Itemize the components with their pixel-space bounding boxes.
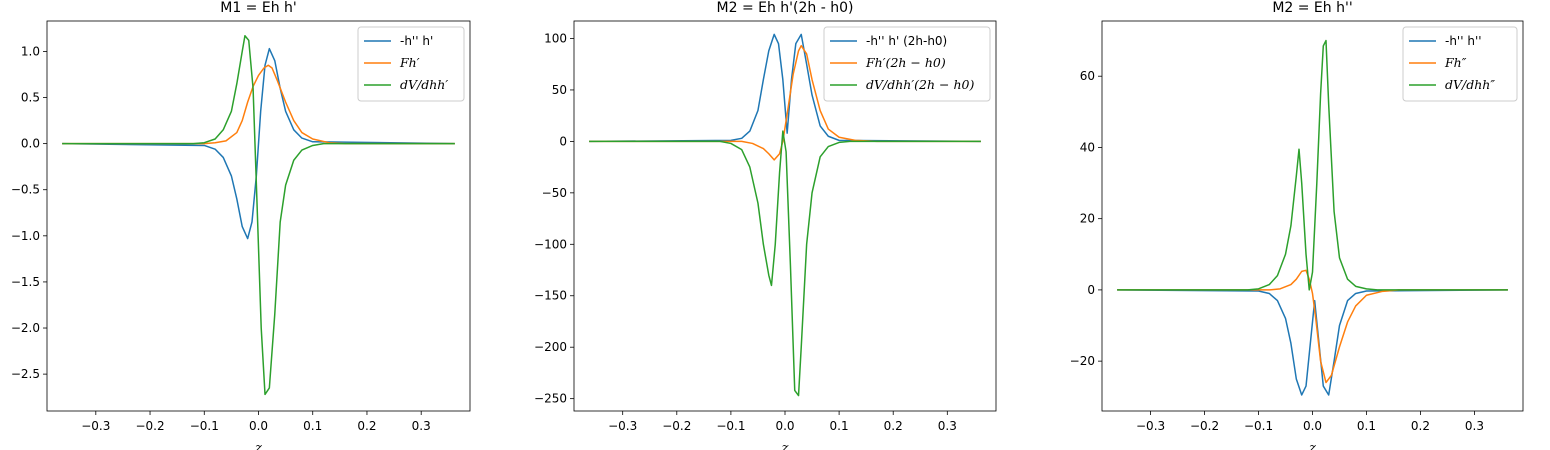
x-axis-label: z [781,441,789,450]
x-tick-label: 0.1 [830,419,849,433]
chart-panel-2: M2 = Eh h'(2h - h0) −0.3 −0.2 −0.1 0.0 0.1 0.2… [534,0,997,450]
legend-label: Fh′ [399,55,420,70]
series-line-3 [589,130,981,397]
x-tick-label: 0.2 [884,419,903,433]
legend-label: Fh′(2h − h0) [865,55,946,70]
x-tick-label: −0.1 [716,419,745,433]
y-tick-label: 0 [559,134,567,148]
x-tick-label: −0.3 [81,419,110,433]
legend-label: dV/dhh′ [400,77,448,92]
legend-label: -h'' h'' [1445,34,1482,48]
x-tick-label: −0.3 [608,419,637,433]
y-tick-label: −2.0 [11,321,40,335]
legend-label: -h'' h' (2h-h0) [866,34,947,48]
y-tick-label: 40 [1080,140,1095,154]
legend: -h'' h' (2h-h0) Fh′(2h − h0) dV/dhh′(2h − … [823,26,991,102]
y-tick-label: −20 [1070,354,1095,368]
legend-label: dV/dhh′(2h − h0) [866,77,974,92]
x-axis-label: z [1308,441,1316,450]
chart-title: M2 = Eh h'' [1272,0,1352,16]
y-tick-label: −150 [534,289,567,303]
y-tick-label: −200 [534,340,567,354]
x-tick-label: 0.1 [303,419,322,433]
x-tick-label: 0.0 [775,419,794,433]
x-tick-label: 0.0 [1303,419,1322,433]
legend-box [823,26,991,102]
legend-label: -h'' h' [400,34,433,48]
legend-label: Fh″ [1444,55,1467,70]
legend: -h'' h'' Fh″ dV/dhh″ [1402,26,1518,102]
x-tick-label: −0.2 [135,419,164,433]
y-tick-label: 1.0 [21,44,40,58]
chart-title: M1 = Eh h' [220,0,297,16]
y-tick-label: 100 [544,31,567,45]
x-tick-label: −0.2 [1190,419,1219,433]
series-line-2 [589,44,981,161]
series-line-1 [589,33,981,143]
y-tick-label: −2.5 [11,367,40,381]
x-tick-label: −0.3 [1136,419,1165,433]
x-tick-label: 0.3 [938,419,957,433]
series-line-1 [1117,289,1508,396]
y-tick-label: 60 [1080,69,1095,83]
x-tick-label: 0.1 [1357,419,1376,433]
legend-box [357,26,465,102]
series-line-2 [1117,269,1508,384]
x-tick-label: 0.3 [1465,419,1484,433]
y-tick-label: −1.5 [11,275,40,289]
series-line-1 [62,47,455,240]
x-tick-label: −0.1 [190,419,219,433]
chart-title: M2 = Eh h'(2h - h0) [717,0,854,16]
x-tick-label: 0.2 [1411,419,1430,433]
legend-label: dV/dhh″ [1445,77,1495,92]
y-tick-label: 0 [1087,283,1095,297]
x-tick-label: 0.3 [412,419,431,433]
series-line-2 [62,64,455,145]
x-axis-label: z [254,441,262,450]
y-tick-label: −1.0 [11,229,40,243]
y-tick-label: 50 [552,83,567,97]
legend: -h'' h' Fh′ dV/dhh′ [357,26,465,102]
chart-panel-3: M2 = Eh h'' −0.3 −0.2 −0.1 0.0 0.1 0.2 0.3 60 40 2… [1070,0,1524,450]
y-tick-label: −100 [534,237,567,251]
y-tick-label: 20 [1080,212,1095,226]
y-tick-label: −0.5 [11,183,40,197]
x-tick-label: 0.0 [249,419,268,433]
x-tick-label: −0.1 [1244,419,1273,433]
y-tick-label: −50 [542,186,567,200]
x-tick-label: 0.2 [357,419,376,433]
y-tick-label: 0.0 [21,137,40,151]
legend-box [1402,26,1518,102]
y-tick-label: −250 [534,392,567,406]
y-tick-label: 0.5 [21,91,40,105]
series-line-3 [1117,39,1508,291]
chart-panel-1: M1 = Eh h' −0.3 −0.2 −0.1 0.0 0.1 0.2 0.3 1.0 0.5… [11,0,471,450]
x-tick-label: −0.2 [662,419,691,433]
series-line-3 [62,35,455,396]
